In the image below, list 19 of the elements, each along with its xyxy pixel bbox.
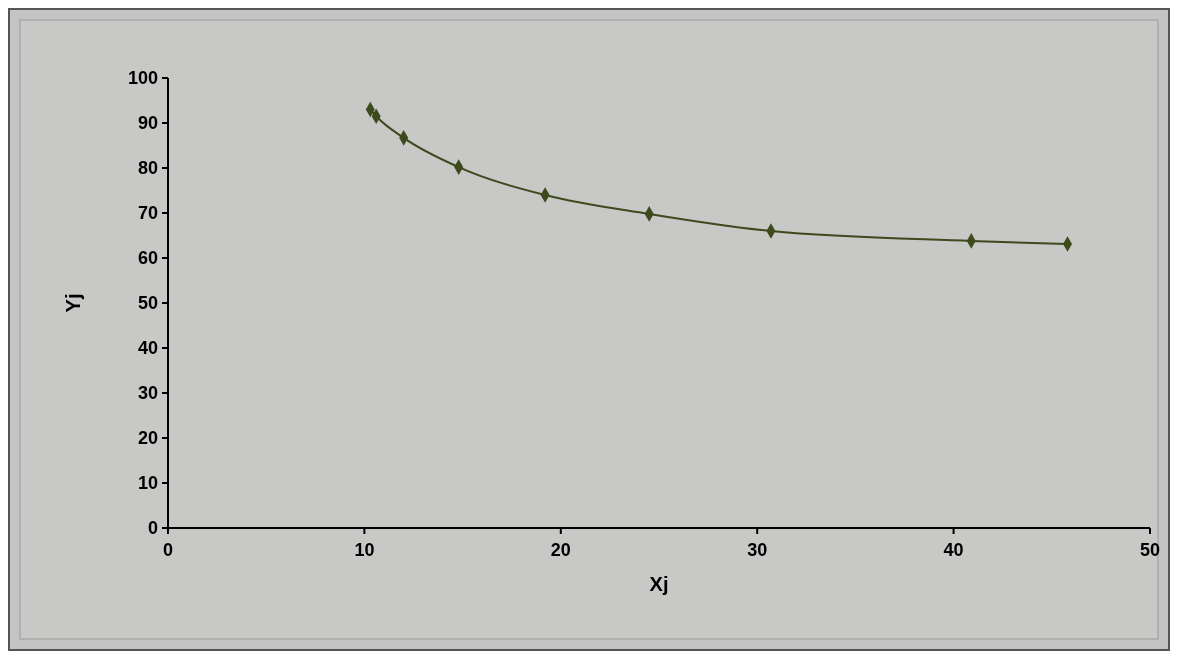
x-tick-label: 10 xyxy=(354,540,375,560)
y-axis-title: Yj xyxy=(62,293,84,313)
x-axis-title: Xj xyxy=(649,573,669,595)
y-tick-label: 100 xyxy=(127,68,158,89)
x-tick-label: 0 xyxy=(162,540,174,560)
y-tick-label: 60 xyxy=(137,248,158,269)
x-tick-label: 40 xyxy=(943,540,964,560)
y-tick-label: 80 xyxy=(137,158,158,179)
x-tick-label: 20 xyxy=(550,540,571,560)
y-tick-label: 40 xyxy=(137,338,158,359)
x-tick-label: 30 xyxy=(747,540,768,560)
y-tick-label: 30 xyxy=(137,383,158,404)
y-tick-label: 0 xyxy=(147,518,158,539)
x-tick-label: 50 xyxy=(1139,540,1161,560)
y-tick-label: 50 xyxy=(137,293,158,314)
y-tick-label: 20 xyxy=(137,428,158,449)
y-tick-label: 90 xyxy=(137,113,158,134)
y-tick-label: 10 xyxy=(137,473,158,494)
y-tick-label: 70 xyxy=(137,203,158,224)
